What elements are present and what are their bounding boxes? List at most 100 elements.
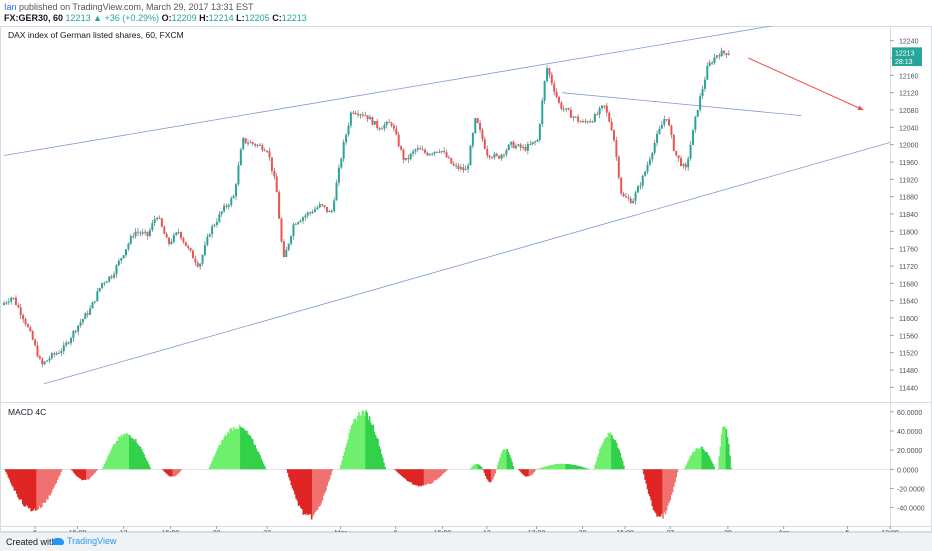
macd-bar [371,425,373,470]
candle-down [718,55,721,57]
macd-bar [255,448,258,470]
macd-bar [675,469,678,478]
candle-up [727,53,730,55]
macd-bar [667,469,669,506]
candle-up [115,265,118,275]
candle-down [132,236,135,238]
macd-bar [421,469,423,486]
macd-bar [576,465,578,470]
macd-bar [532,469,534,474]
macd-bar [318,469,320,507]
candle-down [270,157,273,171]
candle-down [622,193,625,197]
candle-up [203,244,206,256]
candle-down [591,121,594,123]
chart-area[interactable]: DAX index of German listed shares, 60, F… [0,5,932,537]
candle-down [603,105,606,107]
candle-up [10,297,13,302]
macd-bar [225,435,228,470]
macd-bar [230,428,233,470]
macd-bar [380,453,383,470]
candle-up [60,351,63,353]
candle-up [526,144,529,151]
macd-bar [441,469,444,475]
candle-down [163,226,166,234]
macd-bar [302,469,305,515]
macd-bar [424,469,427,486]
macd-bar [90,469,93,477]
macd-bar [726,437,729,470]
macd-bar [359,415,361,470]
symbol-label[interactable]: FX:GER30, 60 [4,13,64,23]
macd-bar [521,469,524,474]
candle-down [321,204,324,206]
candle-down [679,158,682,166]
macd-bar [74,469,76,474]
macd-bar [349,428,352,470]
candle-up [529,144,532,146]
macd-bar [670,469,673,495]
candle-down [498,155,501,159]
macd-bar [35,469,37,511]
author-link[interactable]: Ian [4,2,17,12]
macd-bar [326,469,329,486]
candle-up [720,50,723,57]
macd-bar [393,469,396,470]
candle-up [125,249,128,256]
macd-bar [290,469,293,486]
macd-bar [338,469,341,470]
macd-bar [650,469,652,501]
candle-down [613,130,616,141]
macd-bar [223,437,225,470]
macd-bar [14,469,17,491]
close-value: 12213 [281,13,307,23]
candle-down [29,327,32,332]
macd-bar [697,448,700,470]
macd-bar [47,469,49,500]
macd-bar [130,437,132,470]
tradingview-logo-link[interactable]: TradingView [52,536,117,546]
candle-down [596,114,599,116]
candle-up [62,345,65,352]
macd-bar [295,469,297,499]
macd-bar [378,446,380,470]
candle-up [127,243,130,250]
macd-bar [529,469,532,476]
candle-up [294,223,297,225]
macd-bar [729,455,731,470]
chart-svg[interactable]: DAX index of German listed shares, 60, F… [0,5,932,537]
macd-bar [17,469,19,498]
cloud-icon [52,538,64,546]
candle-up [438,151,441,153]
macd-bar [21,469,24,505]
macd-bar [136,443,138,470]
candle-up [72,331,75,339]
candle-down [684,164,687,168]
macd-bar [401,469,403,476]
macd-bar [662,469,664,519]
macd-bar [80,469,82,479]
candle-down [22,315,25,320]
macd-bar [348,432,351,470]
candle-down [711,62,714,64]
candle-down [251,142,254,144]
macd-bar [20,469,23,500]
macd-bar [82,469,85,480]
candle-up [46,360,49,362]
open-value: 12209 [171,13,197,23]
macd-bar [343,451,346,470]
macd-bar [11,469,13,486]
macd-bar [664,469,667,515]
macd-bar [609,432,612,470]
candle-up [431,153,434,155]
macd-bar [422,469,425,486]
macd-bar [706,451,708,470]
candle-up [428,153,431,156]
macd-bar [559,463,562,470]
macd-bar [701,446,704,470]
macd-bar [531,469,533,475]
macd-bar [408,469,410,482]
candle-up [383,124,386,129]
candle-up [694,116,697,130]
candle-down [395,128,398,135]
